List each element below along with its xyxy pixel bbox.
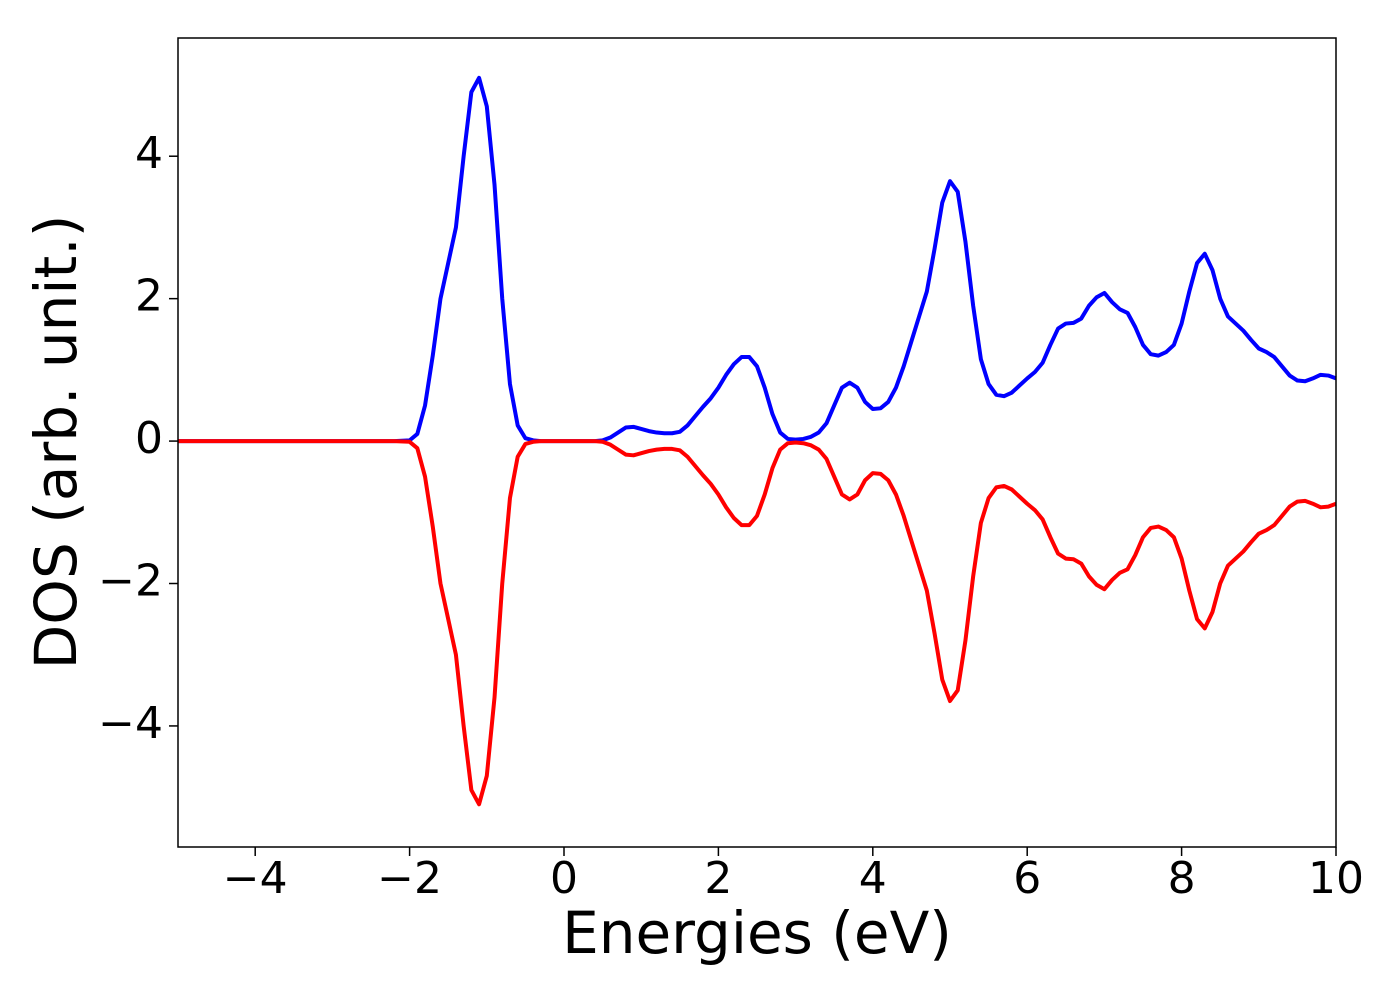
x-tick-label: −4 — [223, 853, 288, 904]
y-tick-label: 2 — [135, 271, 163, 322]
x-tick-label: 8 — [1168, 853, 1196, 904]
y-tick-label: −2 — [98, 556, 163, 607]
x-tick-label: 0 — [550, 853, 578, 904]
x-tick-label: 10 — [1308, 853, 1364, 904]
y-axis-label: DOS (arb. unit.) — [22, 215, 90, 670]
y-tick-label: −4 — [98, 698, 163, 749]
series-line — [178, 439, 1337, 807]
x-tick-label: 4 — [859, 853, 887, 904]
series-line — [178, 75, 1337, 444]
x-tick-label: −2 — [377, 853, 442, 904]
x-tick-label: 2 — [704, 853, 732, 904]
x-tick-label: 6 — [1013, 853, 1041, 904]
x-axis-label: Energies (eV) — [562, 899, 952, 967]
y-tick-label: 4 — [135, 128, 163, 179]
plot-frame — [177, 37, 1337, 848]
y-tick-label: 0 — [135, 413, 163, 464]
